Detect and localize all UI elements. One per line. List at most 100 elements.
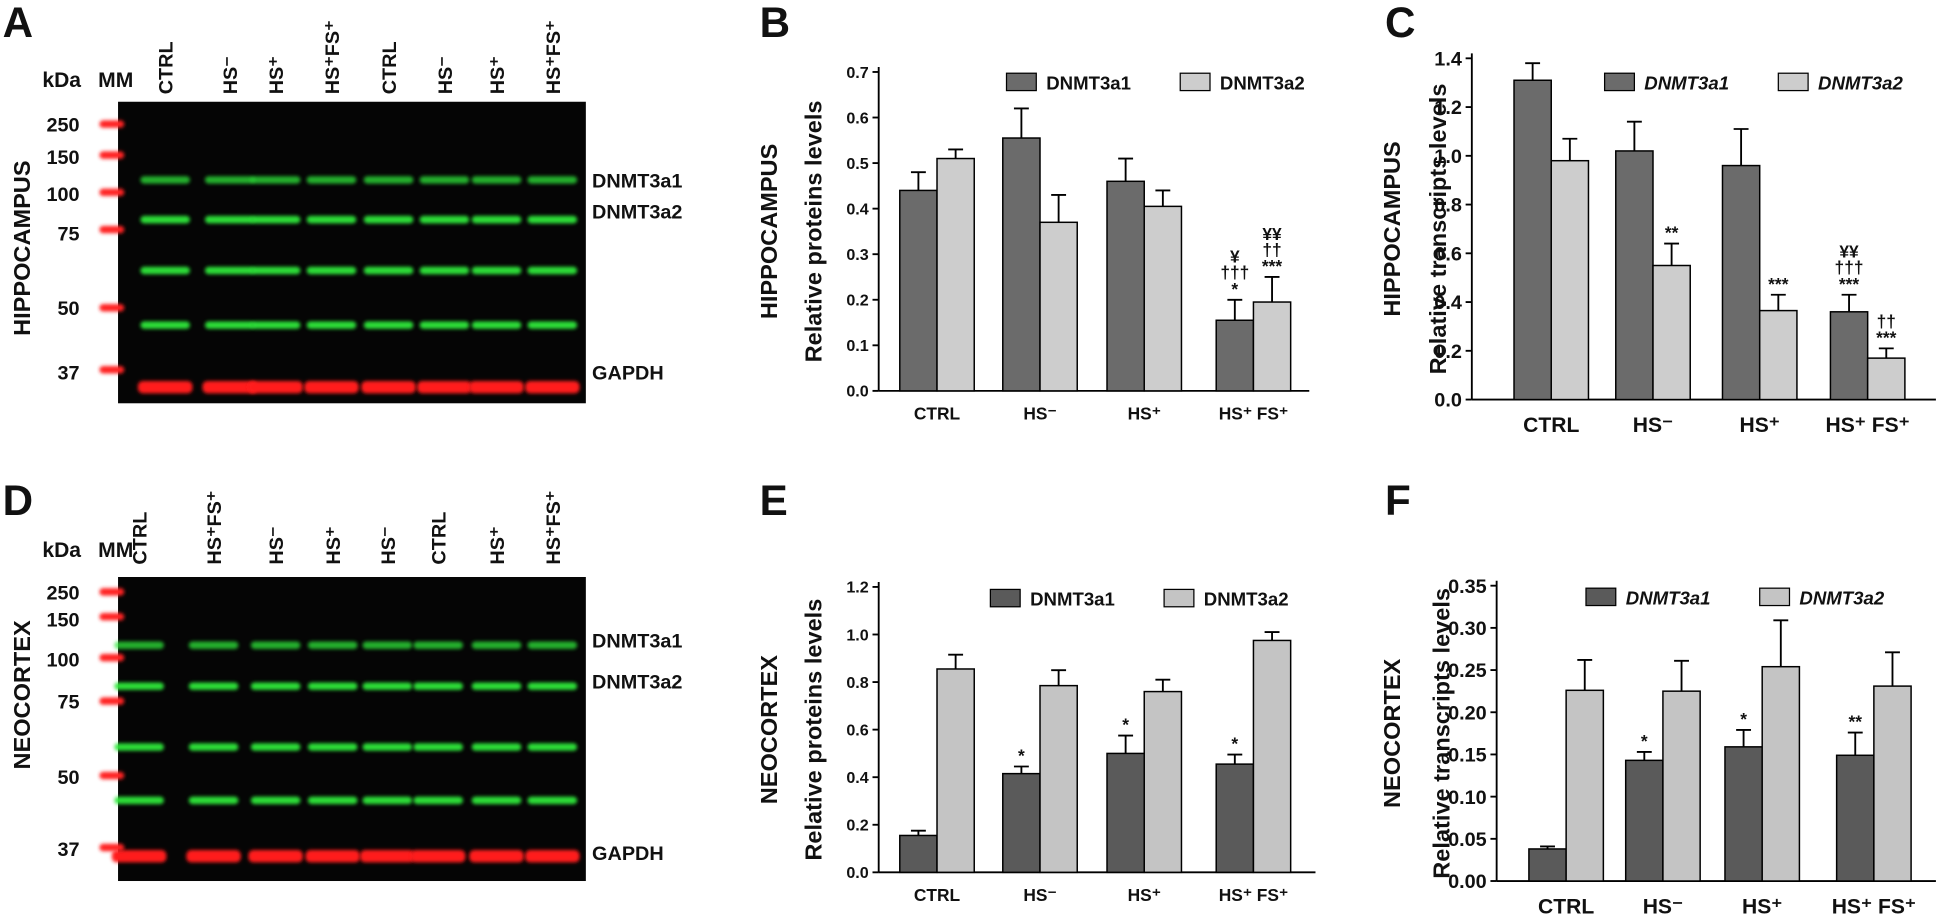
green-band <box>471 215 522 224</box>
green-band <box>204 266 255 275</box>
green-band <box>363 176 414 184</box>
legend-swatch <box>1585 587 1617 607</box>
y-tick-label: 0.0 <box>1434 390 1462 412</box>
bar <box>1624 759 1664 882</box>
green-band <box>307 641 358 649</box>
green-band <box>363 215 414 224</box>
panel-letter: C <box>1385 0 1415 46</box>
gapdh-band <box>248 380 303 394</box>
y-tick-label: 0.4 <box>846 200 868 218</box>
y-tick-label: 0.2 <box>846 817 868 835</box>
y-tick-label: 1.0 <box>846 626 868 644</box>
marker-label: 75 <box>57 224 79 246</box>
legend-label: DNMT3a2 <box>1799 587 1884 608</box>
marker-band <box>99 612 125 621</box>
bar <box>1565 689 1605 882</box>
green-band <box>188 682 239 690</box>
green-band <box>114 743 164 751</box>
panel-letter: E <box>760 477 788 524</box>
bar <box>1761 665 1801 882</box>
green-band <box>250 641 301 649</box>
lane-label: HS⁺ <box>487 56 509 94</box>
significance-label: *** <box>1768 274 1789 294</box>
bar <box>1252 639 1292 874</box>
error-bar <box>1733 128 1749 166</box>
lane-label: HS⁺ <box>266 56 288 94</box>
row-label: HIPPOCAMPUS <box>756 144 782 319</box>
green-band <box>419 266 470 275</box>
panel-letter: A <box>3 0 33 46</box>
green-band <box>204 176 255 184</box>
green-band <box>114 796 164 805</box>
legend-swatch <box>1179 72 1211 92</box>
x-tick-label: CTRL <box>914 885 961 905</box>
bar <box>1615 150 1654 401</box>
bar <box>1873 685 1912 882</box>
error-bar <box>1227 753 1243 765</box>
error-bar <box>910 171 926 191</box>
marker-label: 250 <box>46 582 79 604</box>
lane-label: CTRL <box>379 41 401 94</box>
green-band <box>114 641 164 649</box>
significance-label: ††† <box>1835 258 1864 278</box>
marker-label: 100 <box>46 649 79 671</box>
green-band <box>471 266 522 275</box>
marker-band <box>99 366 125 374</box>
green-band <box>250 682 301 690</box>
marker-label: 250 <box>46 115 79 137</box>
band-label: DNMT3a1 <box>592 170 682 192</box>
y-tick-label: 0.0 <box>846 864 868 882</box>
significance-label: ¥¥ <box>1839 242 1859 262</box>
green-band <box>188 641 239 649</box>
green-band <box>419 321 470 329</box>
marker-label: 37 <box>57 363 79 385</box>
bar <box>1662 690 1701 882</box>
significance-label: *** <box>1262 256 1283 276</box>
lane-label: CTRL <box>130 512 152 565</box>
y-tick-label: 0.0 <box>846 383 868 401</box>
significance-label: †† <box>1262 240 1281 260</box>
x-tick-label: HS⁺ <box>1739 414 1779 437</box>
bar <box>1215 319 1255 392</box>
marker-label: 75 <box>57 692 79 714</box>
y-tick-label: 0.7 <box>846 64 868 82</box>
green-band <box>114 682 164 690</box>
x-tick-label: HS⁺ FS⁺ <box>1219 885 1288 905</box>
green-band <box>140 321 191 329</box>
green-band <box>471 321 522 329</box>
marker-band <box>99 697 125 705</box>
band-label: DNMT3a2 <box>592 672 682 694</box>
y-tick-label: 0.6 <box>1434 243 1462 265</box>
significance-label: * <box>1231 734 1238 754</box>
green-band <box>471 796 522 805</box>
error-bar <box>1878 347 1894 359</box>
x-tick-label: HS⁺ FS⁺ <box>1832 895 1916 917</box>
y-tick-label: 0.6 <box>846 109 868 127</box>
y-tick-label: 0.2 <box>1434 341 1462 363</box>
lane-label: HS⁻ <box>435 56 457 94</box>
green-band <box>419 176 470 184</box>
legend-label: DNMT3a1 <box>1030 589 1115 610</box>
error-bar <box>1227 298 1243 321</box>
legend-swatch <box>989 588 1021 608</box>
error-bar <box>1770 293 1786 311</box>
significance-label: *** <box>1839 274 1860 294</box>
gapdh-band <box>469 380 524 394</box>
green-band <box>527 641 578 649</box>
error-bar <box>1577 659 1593 691</box>
y-tick-label: 0.6 <box>846 721 868 739</box>
panel-letter: B <box>760 0 790 46</box>
x-tick-label: HS⁺ <box>1742 895 1782 917</box>
row-label: NEOCORTEX <box>756 655 782 805</box>
row-label: HIPPOCAMPUS <box>9 160 35 335</box>
error-bar <box>1674 659 1689 692</box>
green-band <box>140 176 191 184</box>
y-axis-label: Relative proteins levels <box>801 599 827 861</box>
y-tick-label: 1.2 <box>1434 97 1462 119</box>
x-tick-label: CTRL <box>1523 414 1579 437</box>
marker-label: 50 <box>57 767 79 789</box>
legend-label: DNMT3a2 <box>1204 589 1289 610</box>
green-band <box>363 321 414 329</box>
error-bar <box>1155 678 1171 692</box>
legend-swatch <box>1005 72 1037 92</box>
